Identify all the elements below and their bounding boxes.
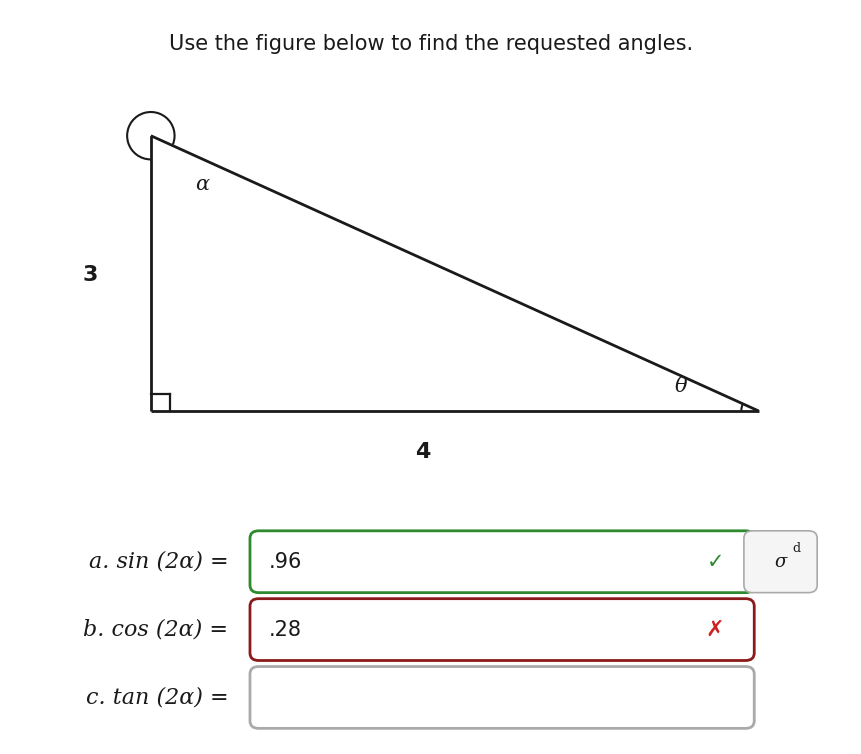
Text: d: d: [791, 541, 799, 555]
FancyBboxPatch shape: [250, 599, 753, 661]
Text: α: α: [195, 175, 209, 195]
Text: 4: 4: [414, 443, 430, 462]
FancyBboxPatch shape: [743, 531, 816, 593]
Text: .96: .96: [269, 552, 302, 572]
Text: σ: σ: [773, 553, 786, 571]
Text: θ: θ: [674, 376, 686, 396]
Text: b. cos (2α) =: b. cos (2α) =: [84, 618, 228, 641]
Text: ✗: ✗: [704, 620, 723, 639]
FancyBboxPatch shape: [250, 667, 753, 728]
Text: Use the figure below to find the requested angles.: Use the figure below to find the request…: [169, 34, 692, 54]
FancyBboxPatch shape: [250, 531, 753, 593]
Text: .28: .28: [269, 620, 301, 639]
Text: 3: 3: [83, 265, 98, 285]
Text: c. tan (2α) =: c. tan (2α) =: [86, 686, 228, 709]
Text: ✓: ✓: [706, 552, 723, 572]
Text: a. sin (2α) =: a. sin (2α) =: [89, 550, 228, 573]
